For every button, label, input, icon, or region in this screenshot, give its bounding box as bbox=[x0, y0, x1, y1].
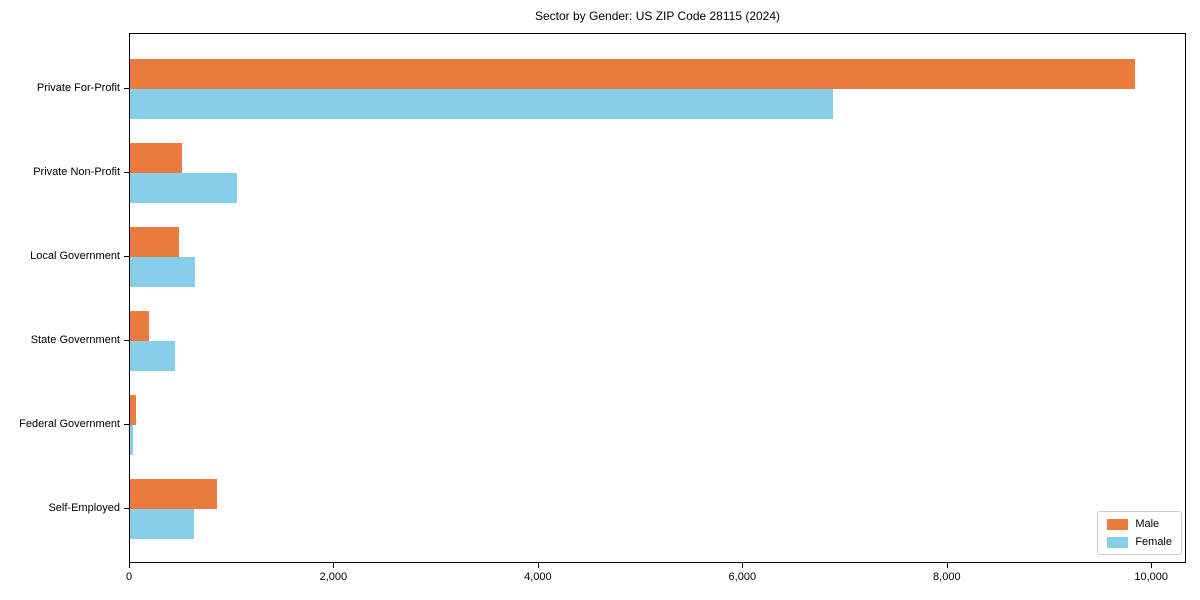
bar-female-private-for-profit bbox=[130, 89, 834, 119]
legend-swatch-female bbox=[1107, 536, 1129, 548]
legend-swatch-male bbox=[1107, 518, 1129, 530]
bar-male-local-government bbox=[130, 227, 180, 257]
x-axis-tick bbox=[333, 563, 335, 568]
x-axis-label-6000: 6,000 bbox=[728, 571, 757, 583]
x-axis-tick bbox=[537, 563, 539, 568]
bar-male-private-non-profit bbox=[130, 143, 183, 173]
legend-label-male: Male bbox=[1135, 518, 1160, 530]
bar-female-federal-government bbox=[130, 425, 134, 455]
y-axis-label-self-employed: Self-Employed bbox=[48, 502, 120, 514]
y-axis-label-private-for-profit: Private For-Profit bbox=[36, 82, 120, 94]
bar-female-local-government bbox=[130, 257, 196, 287]
chart-title: Sector by Gender: US ZIP Code 28115 (202… bbox=[534, 9, 781, 23]
bar-male-self-employed bbox=[130, 479, 217, 509]
x-axis-label-8000: 8,000 bbox=[933, 571, 961, 583]
legend-label-female: Female bbox=[1135, 536, 1172, 548]
y-axis-tick bbox=[124, 256, 129, 257]
plot-area: Male Female bbox=[129, 33, 1186, 563]
y-axis-label-private-non-profit: Private Non-Profit bbox=[33, 166, 120, 178]
x-axis-label-2000: 2,000 bbox=[319, 571, 348, 583]
y-axis-label-state-government: State Government bbox=[30, 334, 120, 346]
y-axis-label-local-government: Local Government bbox=[30, 250, 120, 262]
x-axis-label-4000: 4,000 bbox=[524, 571, 552, 583]
x-axis-label-10000: 10,000 bbox=[1134, 571, 1169, 583]
y-axis-tick bbox=[124, 88, 129, 89]
y-axis-label-federal-government: Federal Government bbox=[19, 418, 120, 430]
bar-male-state-government bbox=[130, 311, 150, 341]
legend-item-male: Male bbox=[1107, 518, 1172, 530]
x-axis-tick bbox=[1151, 563, 1153, 568]
bar-female-state-government bbox=[130, 341, 175, 371]
y-axis-tick bbox=[124, 340, 129, 341]
legend: Male Female bbox=[1097, 511, 1182, 555]
y-axis-tick bbox=[124, 172, 129, 173]
bar-male-private-for-profit bbox=[130, 59, 1136, 89]
bar-male-federal-government bbox=[130, 395, 136, 425]
x-axis-tick bbox=[946, 563, 948, 568]
y-axis-tick bbox=[124, 424, 129, 425]
bar-female-private-non-profit bbox=[130, 173, 238, 203]
y-axis-tick bbox=[124, 508, 129, 509]
x-axis-label-0: 0 bbox=[125, 571, 133, 583]
x-axis-tick bbox=[742, 563, 744, 568]
legend-item-female: Female bbox=[1107, 536, 1172, 548]
x-axis-tick bbox=[129, 563, 130, 568]
bar-female-self-employed bbox=[130, 509, 194, 539]
